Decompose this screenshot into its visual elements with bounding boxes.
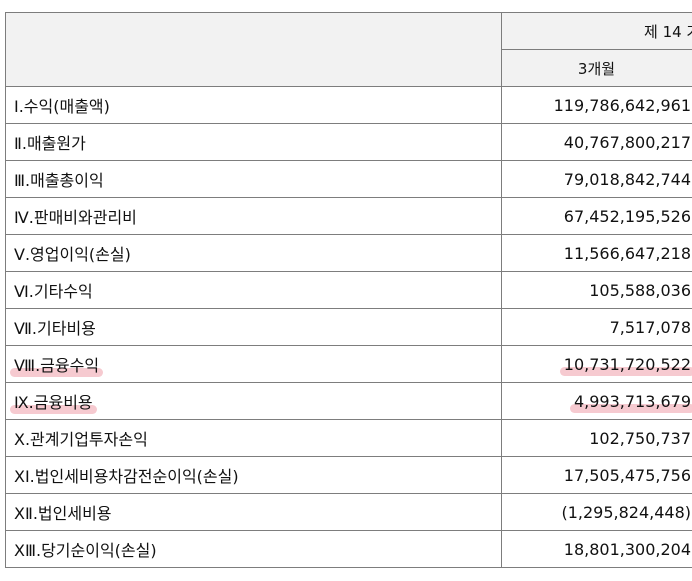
table-row: Ⅳ.판매비와관리비 67,452,195,526 <box>5 197 692 235</box>
highlight-mark: Ⅸ.금융비용 <box>14 393 93 412</box>
row-value: 17,505,475,756 <box>501 456 692 494</box>
row-label: Ⅵ.기타수익 <box>5 271 502 309</box>
row-label: Ⅰ.수익(매출액) <box>5 86 502 124</box>
row-label: Ⅶ.기타비용 <box>5 308 502 346</box>
table-row-highlighted: Ⅸ.금융비용 4,993,713,679 <box>5 382 692 420</box>
row-label: Ⅳ.판매비와관리비 <box>5 197 502 235</box>
row-value: 119,786,642,961 <box>501 86 692 124</box>
row-value: 18,801,300,204 <box>501 530 692 568</box>
row-value: 67,452,195,526 <box>501 197 692 235</box>
row-value-highlighted: 4,993,713,679 <box>501 382 692 420</box>
table-row: Ⅱ.매출원가 40,767,800,217 <box>5 123 692 161</box>
table-row: Ⅶ.기타비용 7,517,078 <box>5 308 692 346</box>
row-value: (1,295,824,448) <box>501 493 692 531</box>
row-label-highlighted: Ⅸ.금융비용 <box>5 382 502 420</box>
table-row: Ⅰ.수익(매출액) 119,786,642,961 <box>5 86 692 124</box>
table-row: Ⅲ.매출총이익 79,018,842,744 <box>5 160 692 198</box>
period-header: 제 14 기 <box>501 12 692 50</box>
table-row: XⅢ.당기순이익(손실) 18,801,300,204 <box>5 530 692 568</box>
income-statement-table: 제 14 기 3개월 Ⅰ.수익(매출액) 119,786,642,961 Ⅱ.매… <box>5 12 692 568</box>
row-label: XⅡ.법인세비용 <box>5 493 502 531</box>
row-value: 7,517,078 <box>501 308 692 346</box>
table-row: Ⅹ.관계기업투자손익 102,750,737 <box>5 419 692 457</box>
table-row: XⅡ.법인세비용 (1,295,824,448) <box>5 493 692 531</box>
row-label: Ⅴ.영업이익(손실) <box>5 234 502 272</box>
row-value: 11,566,647,218 <box>501 234 692 272</box>
row-label-highlighted: Ⅷ.금융수익 <box>5 345 502 383</box>
table-row: Ⅵ.기타수익 105,588,036 <box>5 271 692 309</box>
row-value-highlighted: 10,731,720,522 <box>501 345 692 383</box>
row-label: Ⅱ.매출원가 <box>5 123 502 161</box>
row-label: XI.법인세비용차감전순이익(손실) <box>5 456 502 494</box>
table-row: Ⅴ.영업이익(손실) 11,566,647,218 <box>5 234 692 272</box>
row-value: 105,588,036 <box>501 271 692 309</box>
table-row: XI.법인세비용차감전순이익(손실) 17,505,475,756 <box>5 456 692 494</box>
row-label: Ⅲ.매출총이익 <box>5 160 502 198</box>
row-value: 79,018,842,744 <box>501 160 692 198</box>
row-label: XⅢ.당기순이익(손실) <box>5 530 502 568</box>
row-label: Ⅹ.관계기업투자손익 <box>5 419 502 457</box>
row-value: 40,767,800,217 <box>501 123 692 161</box>
highlight-mark: Ⅷ.금융수익 <box>14 356 100 375</box>
row-value: 102,750,737 <box>501 419 692 457</box>
highlight-mark: 10,731,720,522 <box>563 354 691 374</box>
header-blank-cell <box>5 12 502 87</box>
table-row-highlighted: Ⅷ.금융수익 10,731,720,522 <box>5 345 692 383</box>
three-month-header: 3개월 <box>501 49 692 87</box>
highlight-mark: 4,993,713,679 <box>573 391 691 411</box>
